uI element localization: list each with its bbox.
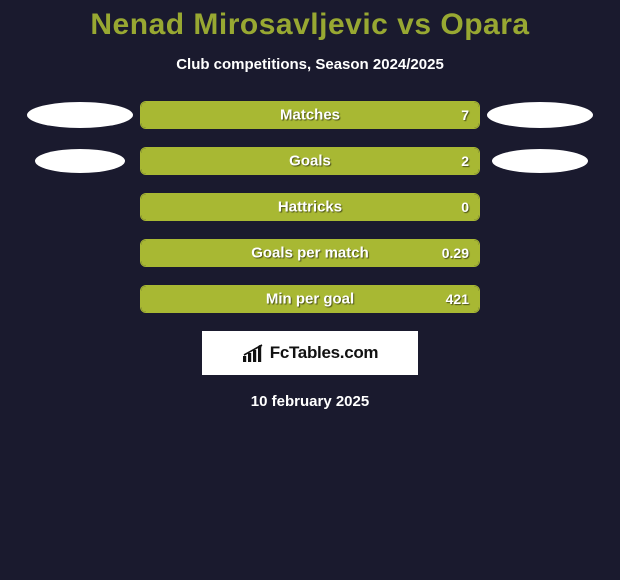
value-oval-icon	[487, 102, 593, 128]
stat-row: Goals per match 0.29	[0, 239, 620, 267]
stat-label: Matches	[280, 107, 340, 124]
stat-row: Min per goal 421	[0, 285, 620, 313]
stat-value: 0	[461, 199, 469, 215]
page-title: Nenad Mirosavljevic vs Opara	[0, 8, 620, 42]
stat-row: Hattricks 0	[0, 193, 620, 221]
stat-value: 0.29	[442, 245, 469, 261]
stat-label: Min per goal	[266, 291, 354, 308]
comparison-infographic: Nenad Mirosavljevic vs Opara Club compet…	[0, 0, 620, 410]
value-oval-icon	[27, 102, 133, 128]
stat-value: 421	[446, 291, 469, 307]
value-oval-icon	[35, 149, 125, 173]
subtitle: Club competitions, Season 2024/2025	[0, 56, 620, 73]
logo-text: FcTables.com	[270, 343, 379, 363]
stat-value: 2	[461, 153, 469, 169]
stat-row: Matches 7	[0, 101, 620, 129]
stat-bar: Min per goal 421	[140, 285, 480, 313]
date-text: 10 february 2025	[0, 393, 620, 410]
stat-label: Goals per match	[251, 245, 369, 262]
value-oval-icon	[492, 149, 588, 173]
right-oval-wrap	[480, 149, 600, 173]
stat-row: Goals 2	[0, 147, 620, 175]
logo-box: FcTables.com	[202, 331, 418, 375]
stat-bar: Matches 7	[140, 101, 480, 129]
stat-label: Goals	[289, 153, 331, 170]
bar-chart-arrow-icon	[242, 343, 266, 363]
stat-bar: Goals per match 0.29	[140, 239, 480, 267]
stat-bar: Goals 2	[140, 147, 480, 175]
stat-value: 7	[461, 107, 469, 123]
stat-rows: Matches 7 Goals 2 Hattricks 0 Goals per match 0…	[0, 101, 620, 313]
stat-bar: Hattricks 0	[140, 193, 480, 221]
stat-label: Hattricks	[278, 199, 342, 216]
left-oval-wrap	[20, 149, 140, 173]
right-oval-wrap	[480, 102, 600, 128]
left-oval-wrap	[20, 102, 140, 128]
